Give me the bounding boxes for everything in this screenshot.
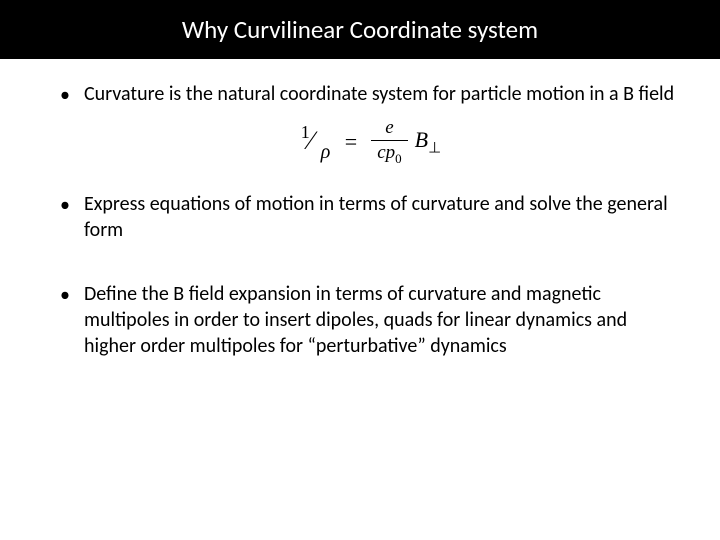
bullet-item: • Curvature is the natural coordinate sy…: [60, 81, 680, 109]
bullet-text: Define the B field expansion in terms of…: [84, 281, 680, 359]
bullet-text: Express equations of motion in terms of …: [84, 191, 680, 243]
spacer: [60, 263, 680, 281]
eq-slash: ⁄: [309, 126, 313, 156]
eq-rhs-den-p: p: [386, 142, 396, 163]
eq-rhs-numerator: e: [371, 117, 407, 141]
eq-B-symbol: B: [415, 127, 428, 152]
slide-title-bar: Why Curvilinear Coordinate system: [0, 0, 720, 59]
bullet-item: • Express equations of motion in terms o…: [60, 191, 680, 243]
eq-rhs-B: B⊥: [415, 127, 442, 157]
eq-rhs-den-c: c: [377, 142, 385, 163]
bullet-text: Curvature is the natural coordinate syst…: [84, 81, 680, 109]
eq-lhs-denominator: ρ: [321, 141, 331, 164]
bullet-marker: •: [60, 81, 70, 109]
slide-content: • Curvature is the natural coordinate sy…: [0, 59, 720, 399]
eq-rhs-den-sub: 0: [395, 151, 402, 166]
bullet-marker: •: [60, 281, 70, 359]
eq-B-subscript: ⊥: [428, 140, 441, 156]
equation-lhs-fraction: 1 ⁄ ρ: [299, 124, 335, 160]
equation-wrapper: 1 ⁄ ρ = e cp0 B⊥: [299, 117, 441, 167]
bullet-marker: •: [60, 191, 70, 243]
equals-sign: =: [345, 129, 357, 155]
bullet-item: • Define the B field expansion in terms …: [60, 281, 680, 359]
equation-rhs-fraction: e cp0: [371, 117, 407, 167]
equation: 1 ⁄ ρ = e cp0 B⊥: [60, 117, 680, 167]
eq-rhs-denominator: cp0: [371, 141, 407, 167]
slide-title: Why Curvilinear Coordinate system: [182, 14, 538, 45]
